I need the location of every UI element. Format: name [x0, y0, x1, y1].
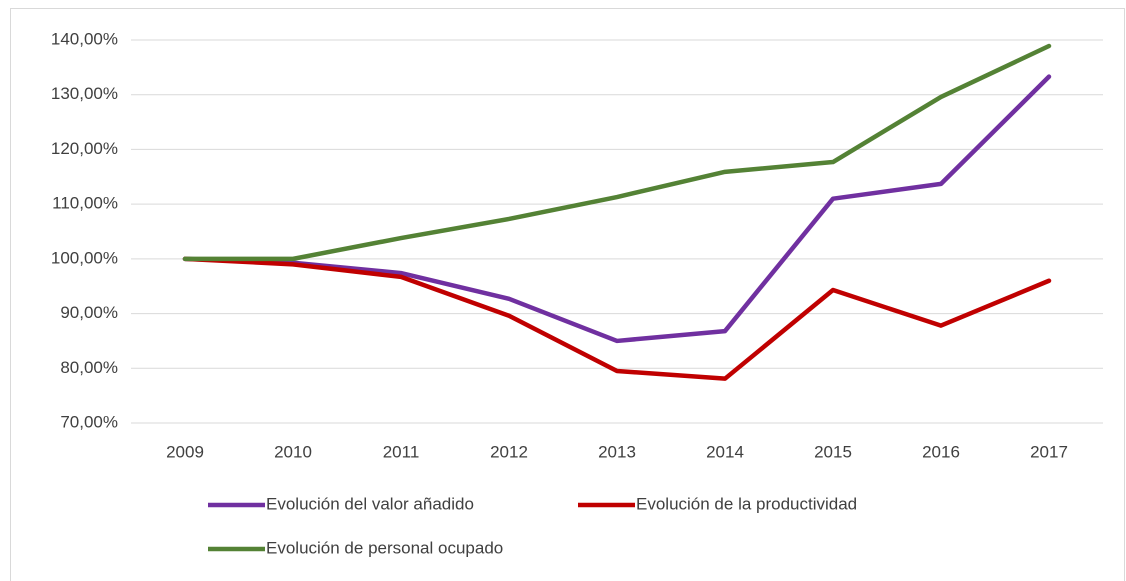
- y-tick-label: 70,00%: [60, 412, 118, 431]
- x-tick-label: 2010: [274, 442, 312, 461]
- chart-border: [10, 8, 1125, 581]
- y-tick-label: 110,00%: [52, 194, 118, 213]
- x-tick-label: 2011: [383, 442, 420, 461]
- x-tick-label: 2015: [814, 442, 852, 461]
- y-tick-label: 120,00%: [51, 139, 118, 158]
- series-line: [182, 74, 1052, 344]
- x-tick-label: 2012: [490, 442, 528, 461]
- y-tick-label: 140,00%: [51, 29, 118, 48]
- x-tick-label: 2014: [706, 442, 744, 461]
- y-tick-label: 90,00%: [60, 303, 118, 322]
- legend-label: Evolución de personal ocupado: [266, 538, 503, 557]
- x-tick-label: 2009: [166, 442, 204, 461]
- x-tick-label: 2017: [1030, 442, 1068, 461]
- y-tick-label: 80,00%: [60, 358, 118, 377]
- x-tick-label: 2016: [922, 442, 960, 461]
- y-tick-label: 130,00%: [51, 84, 118, 103]
- legend-label: Evolución de la productividad: [636, 494, 857, 513]
- legend-label: Evolución del valor añadido: [266, 494, 474, 513]
- series-line: [182, 256, 1052, 381]
- y-tick-label: 100,00%: [51, 248, 118, 267]
- x-tick-label: 2013: [598, 442, 636, 461]
- series-line: [182, 43, 1052, 262]
